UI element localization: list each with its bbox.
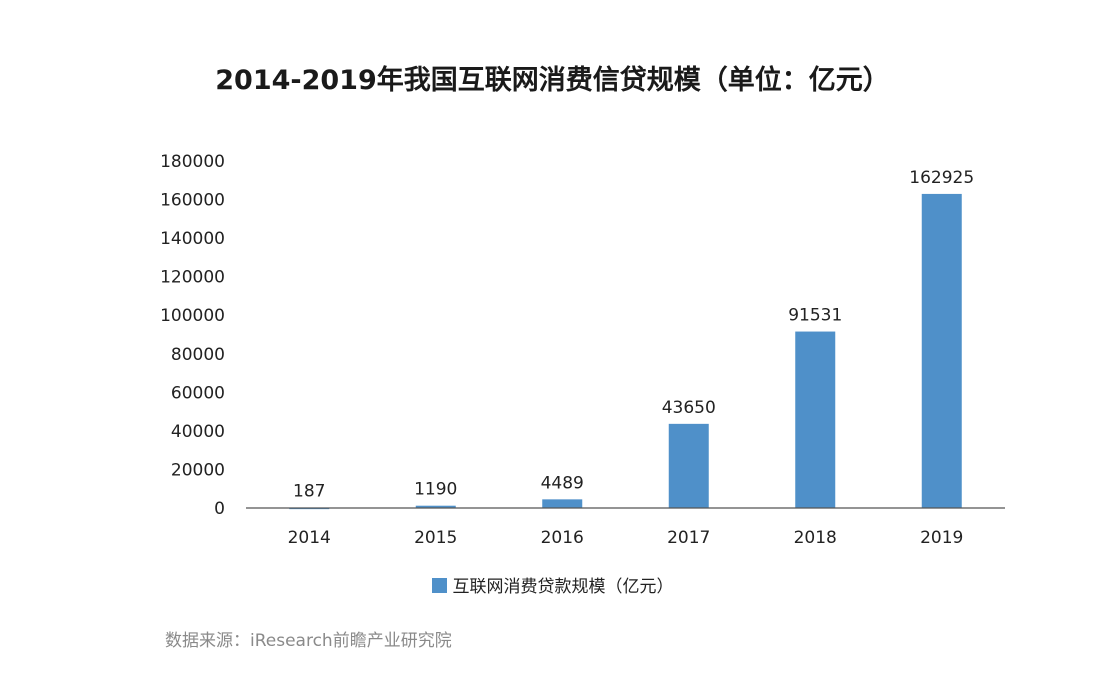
x-tick-label: 2018 [794, 528, 837, 548]
source-note: 数据来源：iResearch前瞻产业研究院 [165, 631, 452, 651]
y-tick-label: 60000 [171, 383, 225, 403]
y-tick-label: 20000 [171, 460, 225, 480]
data-label-2016: 4489 [541, 473, 584, 493]
y-tick-label: 160000 [160, 191, 225, 211]
x-tick-label: 2019 [920, 528, 963, 548]
legend-label: 互联网消费贷款规模（亿元） [452, 577, 674, 597]
y-tick-label: 40000 [171, 422, 225, 442]
data-label-2018: 91531 [788, 306, 842, 326]
data-label-2017: 43650 [662, 398, 716, 418]
chart-title: 2014-2019年我国互联网消费信贷规模（单位：亿元） [215, 65, 890, 96]
legend-swatch [431, 578, 447, 593]
y-tick-label: 100000 [160, 306, 225, 326]
data-labels: 187 1190 4489 43650 91531 162925 [293, 168, 974, 502]
legend: 互联网消费贷款规模（亿元） [0, 572, 1105, 597]
bar-2015 [415, 505, 456, 508]
data-label-2014: 187 [293, 482, 325, 502]
bars [289, 193, 962, 510]
y-tick-label: 180000 [160, 152, 225, 172]
bar-2018 [795, 331, 836, 508]
x-tick-label: 2017 [667, 528, 710, 548]
x-tick-label: 2014 [288, 528, 331, 548]
y-tick-label: 0 [214, 499, 225, 519]
y-axis-ticks: 0 20000 40000 60000 80000 100000 120000 140000 1… [160, 152, 225, 519]
y-tick-label: 120000 [160, 268, 225, 288]
x-tick-label: 2016 [541, 528, 584, 548]
data-label-2019: 162925 [909, 168, 974, 188]
data-label-2015: 1190 [414, 480, 457, 500]
x-tick-label: 2015 [414, 528, 457, 548]
y-tick-label: 80000 [171, 345, 225, 365]
bar-2016 [542, 499, 583, 508]
x-axis-ticks: 2014 2015 2016 2017 2018 2019 [288, 528, 964, 548]
y-tick-label: 140000 [160, 229, 225, 249]
bar-2017 [668, 423, 709, 508]
bar-2019 [921, 193, 962, 508]
